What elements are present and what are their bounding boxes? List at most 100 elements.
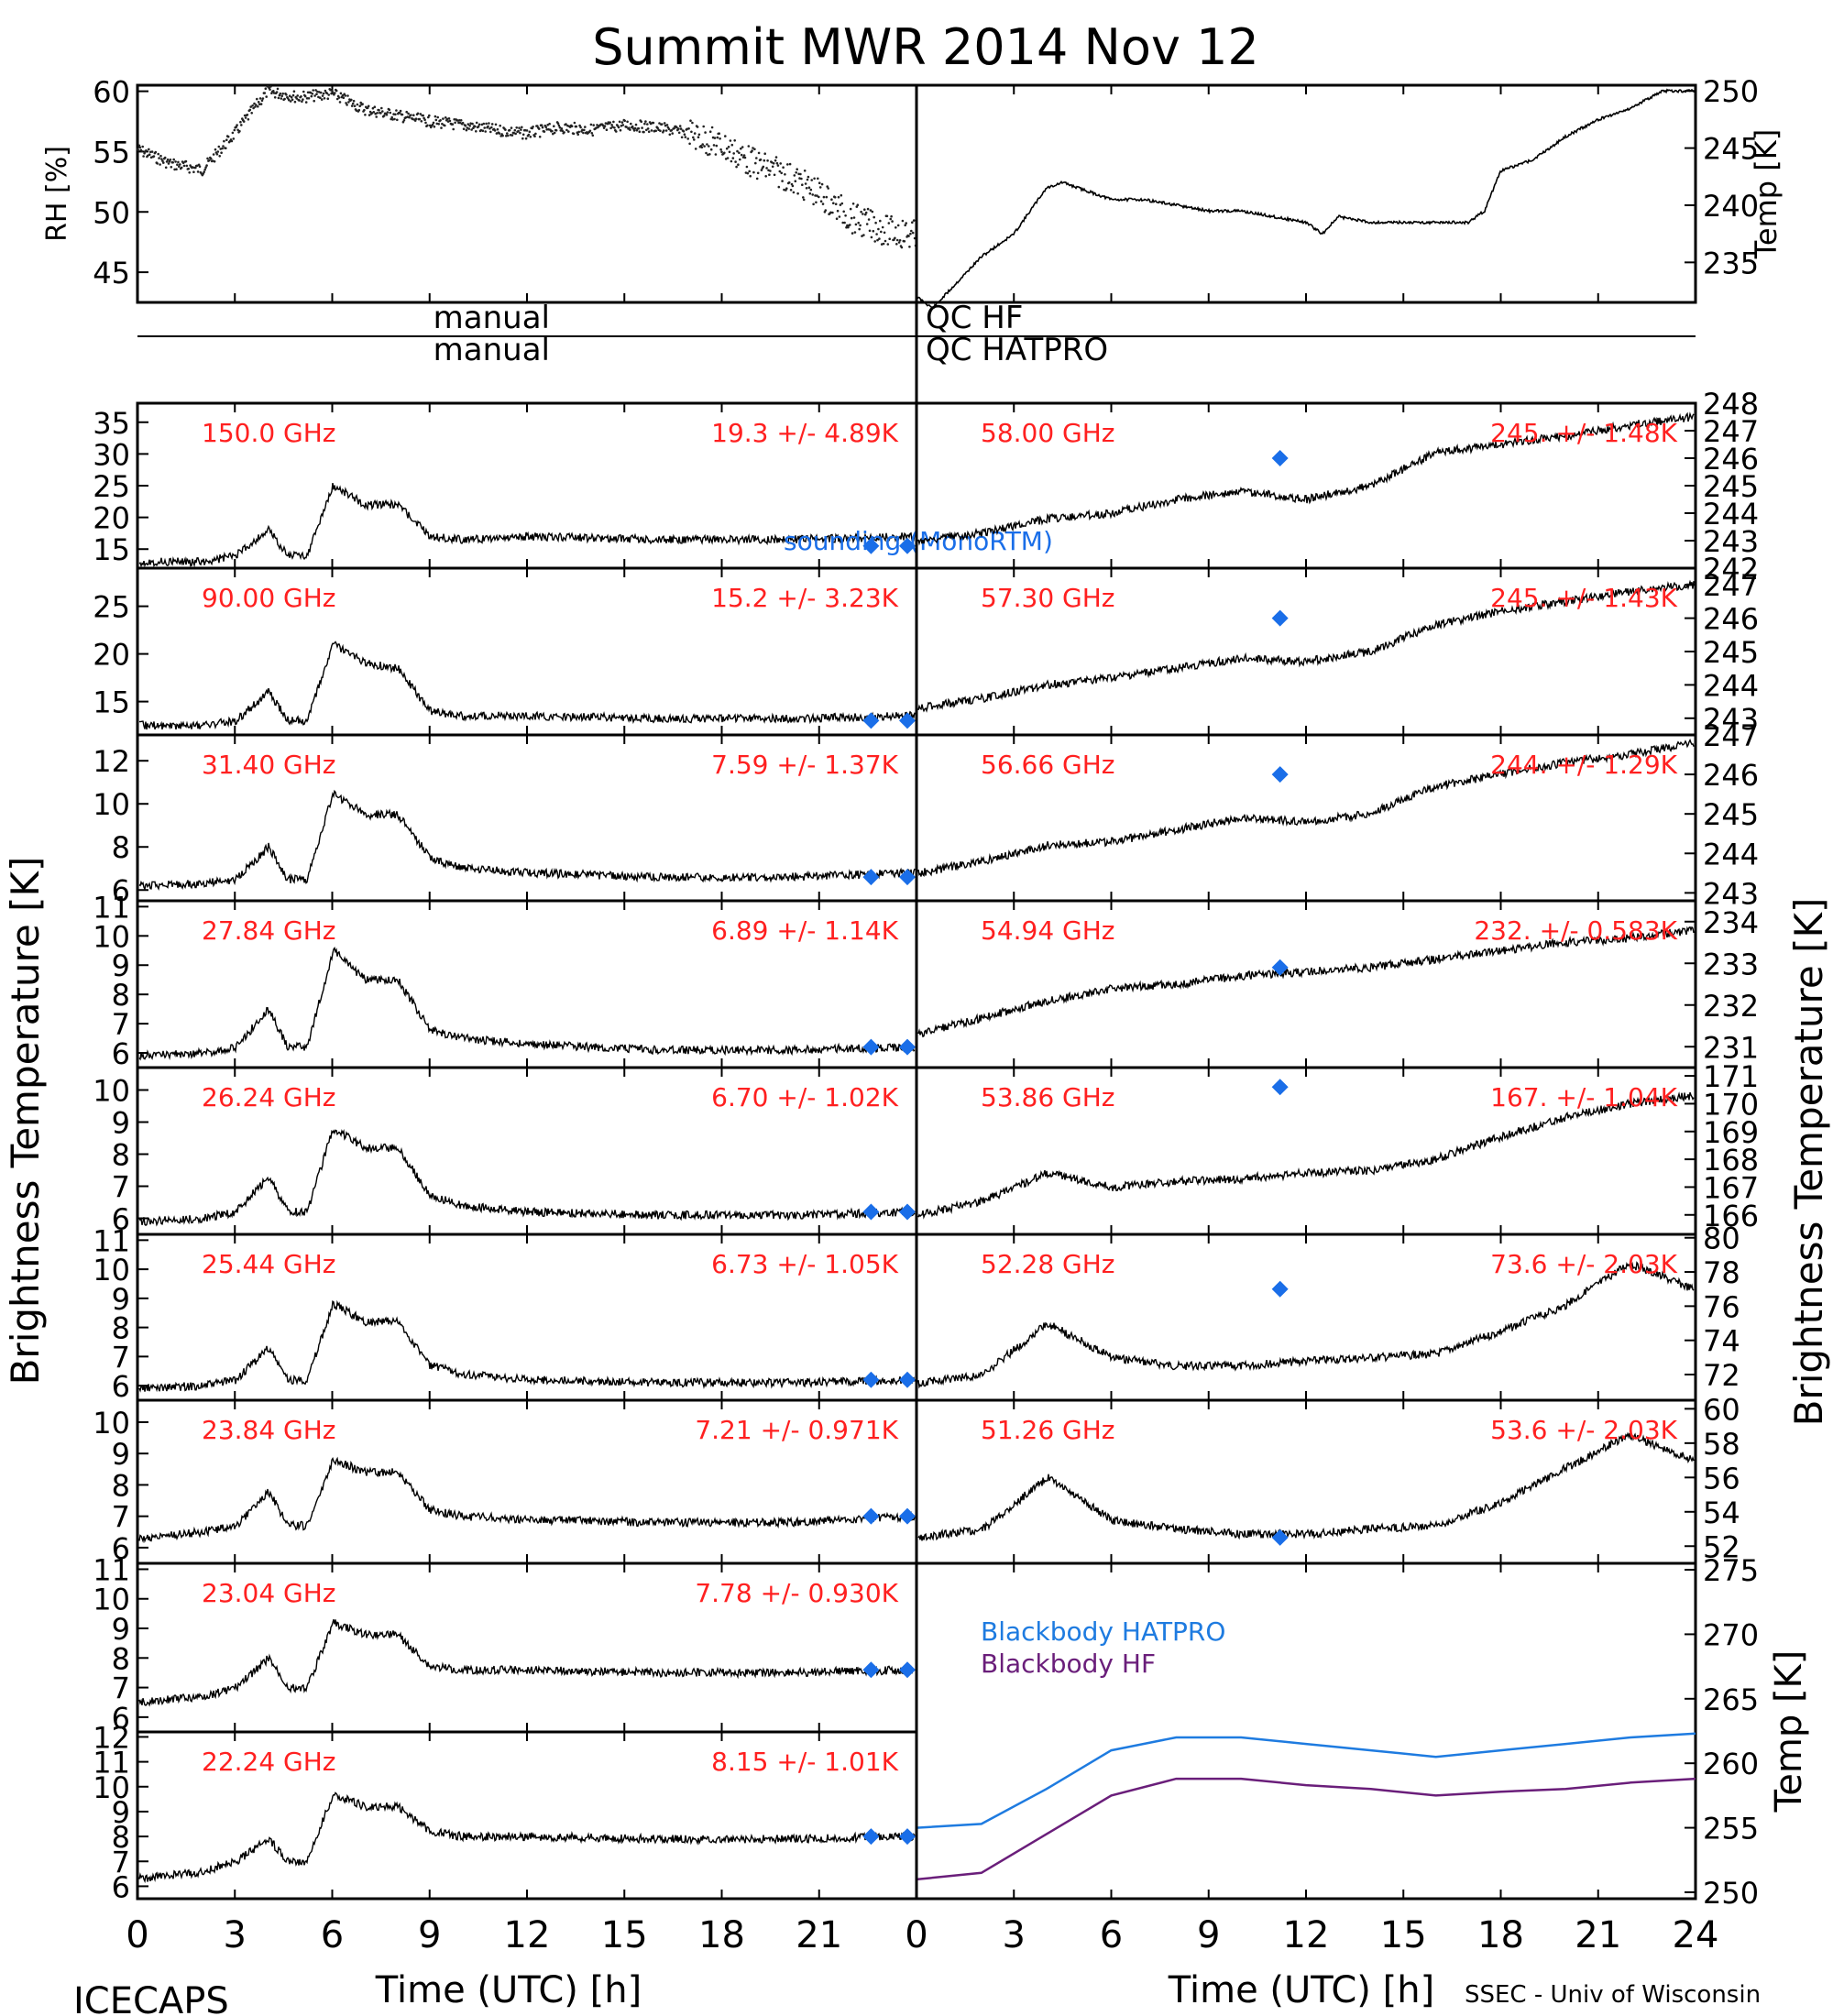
- rh-point: [520, 128, 522, 131]
- rh-point: [436, 115, 440, 119]
- rh-point: [910, 229, 913, 233]
- panel-56-66-ghz-sounding-marker: [1271, 766, 1289, 783]
- rh-point: [172, 158, 175, 161]
- rh-point: [665, 124, 669, 126]
- panel-27-84-ghz-stat-label: 6.89 +/- 1.14K: [711, 915, 898, 946]
- rh-point: [494, 123, 498, 126]
- rh-point: [254, 105, 257, 108]
- left-x-axis-label: Time (UTC) [h]: [375, 1969, 642, 2011]
- panel-air-temp-ytick-label: 250: [1703, 74, 1759, 109]
- panel-56-66-ghz-stat-label: 244. +/- 1.29K: [1490, 750, 1677, 780]
- rh-point: [398, 111, 401, 115]
- rh-point: [612, 120, 615, 124]
- rh-point: [822, 195, 826, 199]
- rh-point: [818, 195, 820, 199]
- rh-point: [459, 119, 463, 122]
- panel-90-00-ghz-stat-label: 15.2 +/- 3.23K: [711, 583, 898, 613]
- left-xtick-label: 18: [698, 1914, 745, 1956]
- rh-point: [298, 99, 301, 102]
- rh-point: [521, 126, 523, 129]
- rh-point: [467, 127, 470, 130]
- rh-point: [668, 133, 672, 137]
- rh-point: [326, 97, 330, 100]
- rh-point: [894, 236, 896, 240]
- panel-25-44-ghz-trace: [138, 1299, 916, 1393]
- rh-point: [740, 147, 742, 150]
- figure-title: Summit MWR 2014 Nov 12: [592, 18, 1259, 76]
- rh-point: [370, 112, 374, 115]
- rh-point: [756, 171, 760, 175]
- right-x-axis-label: Time (UTC) [h]: [1168, 1969, 1434, 2011]
- rh-point: [719, 148, 722, 151]
- rh-point: [157, 152, 159, 156]
- rh-point: [386, 111, 390, 114]
- qc-prefix-hf: manual: [434, 300, 550, 336]
- rh-point: [368, 114, 371, 116]
- right-y-axis-label: Brightness Temperature [K]: [1786, 898, 1831, 1427]
- rh-point: [508, 128, 511, 132]
- rh-point: [777, 185, 781, 189]
- rh-point: [785, 187, 788, 190]
- panel-57-30-ghz-ytick-label: 247: [1703, 568, 1759, 603]
- rh-point: [725, 147, 729, 150]
- rh-point: [643, 122, 646, 126]
- rh-point: [605, 128, 609, 131]
- rh-point: [410, 114, 412, 116]
- rh-point: [582, 131, 585, 135]
- rh-point: [757, 151, 761, 155]
- rh-point: [174, 160, 177, 163]
- rh-point: [715, 144, 719, 148]
- rh-point: [853, 231, 857, 234]
- rh-point: [419, 113, 423, 115]
- rh-point: [704, 131, 707, 134]
- rh-point: [749, 174, 752, 178]
- rh-point: [208, 159, 211, 162]
- rh-point: [773, 173, 776, 177]
- rh-point: [214, 148, 217, 151]
- panel-51-26-ghz-ytick-label: 58: [1703, 1427, 1740, 1462]
- panel-rh-ytick-label: 45: [93, 256, 130, 290]
- rh-point: [310, 94, 313, 98]
- rh-point: [818, 186, 822, 189]
- rh-point: [825, 195, 829, 199]
- rh-axis-label: RH [%]: [41, 146, 73, 242]
- rh-point: [592, 124, 595, 126]
- right-xtick-label: 9: [1197, 1914, 1220, 1956]
- panel-56-66-ghz-ytick-label: 243: [1703, 876, 1759, 911]
- footer-ssec: SSEC - Univ of Wisconsin: [1465, 1981, 1761, 2009]
- panel-23-04-ghz-ytick-label: 10: [93, 1583, 130, 1617]
- rh-point: [523, 128, 527, 132]
- rh-point: [422, 114, 425, 117]
- rh-point: [222, 145, 225, 148]
- rh-point: [884, 239, 887, 243]
- rh-point: [689, 119, 692, 122]
- rh-point: [791, 184, 795, 188]
- rh-point: [849, 224, 851, 226]
- rh-point: [872, 229, 875, 233]
- rh-point: [735, 165, 738, 169]
- rh-point: [226, 135, 230, 138]
- rh-point: [854, 223, 858, 226]
- rh-point: [261, 97, 265, 100]
- rh-point: [378, 108, 380, 112]
- panel-25-44-ghz-ytick-label: 11: [93, 1223, 130, 1258]
- rh-point: [482, 122, 486, 126]
- rh-point: [865, 223, 869, 225]
- rh-point: [552, 132, 554, 136]
- rh-point: [733, 139, 736, 142]
- rh-point: [830, 198, 833, 201]
- rh-point: [510, 126, 513, 129]
- panel-25-44-ghz-sounding-marker: [862, 1371, 880, 1388]
- rh-point: [766, 159, 769, 162]
- rh-point: [324, 89, 327, 93]
- rh-point: [279, 92, 282, 95]
- panel-23-04-ghz-sounding-marker-end: [899, 1661, 916, 1679]
- panel-51-26-ghz-sounding-marker: [1271, 1528, 1289, 1546]
- rh-point: [738, 151, 741, 155]
- panel-23-84-ghz-trace: [138, 1456, 916, 1544]
- rh-point: [554, 129, 558, 132]
- panel-blackbody-ytick-label: 270: [1703, 1617, 1759, 1652]
- rh-point: [788, 162, 792, 166]
- panel-25-44-ghz-ytick-label: 6: [112, 1369, 130, 1404]
- rh-point: [752, 147, 754, 149]
